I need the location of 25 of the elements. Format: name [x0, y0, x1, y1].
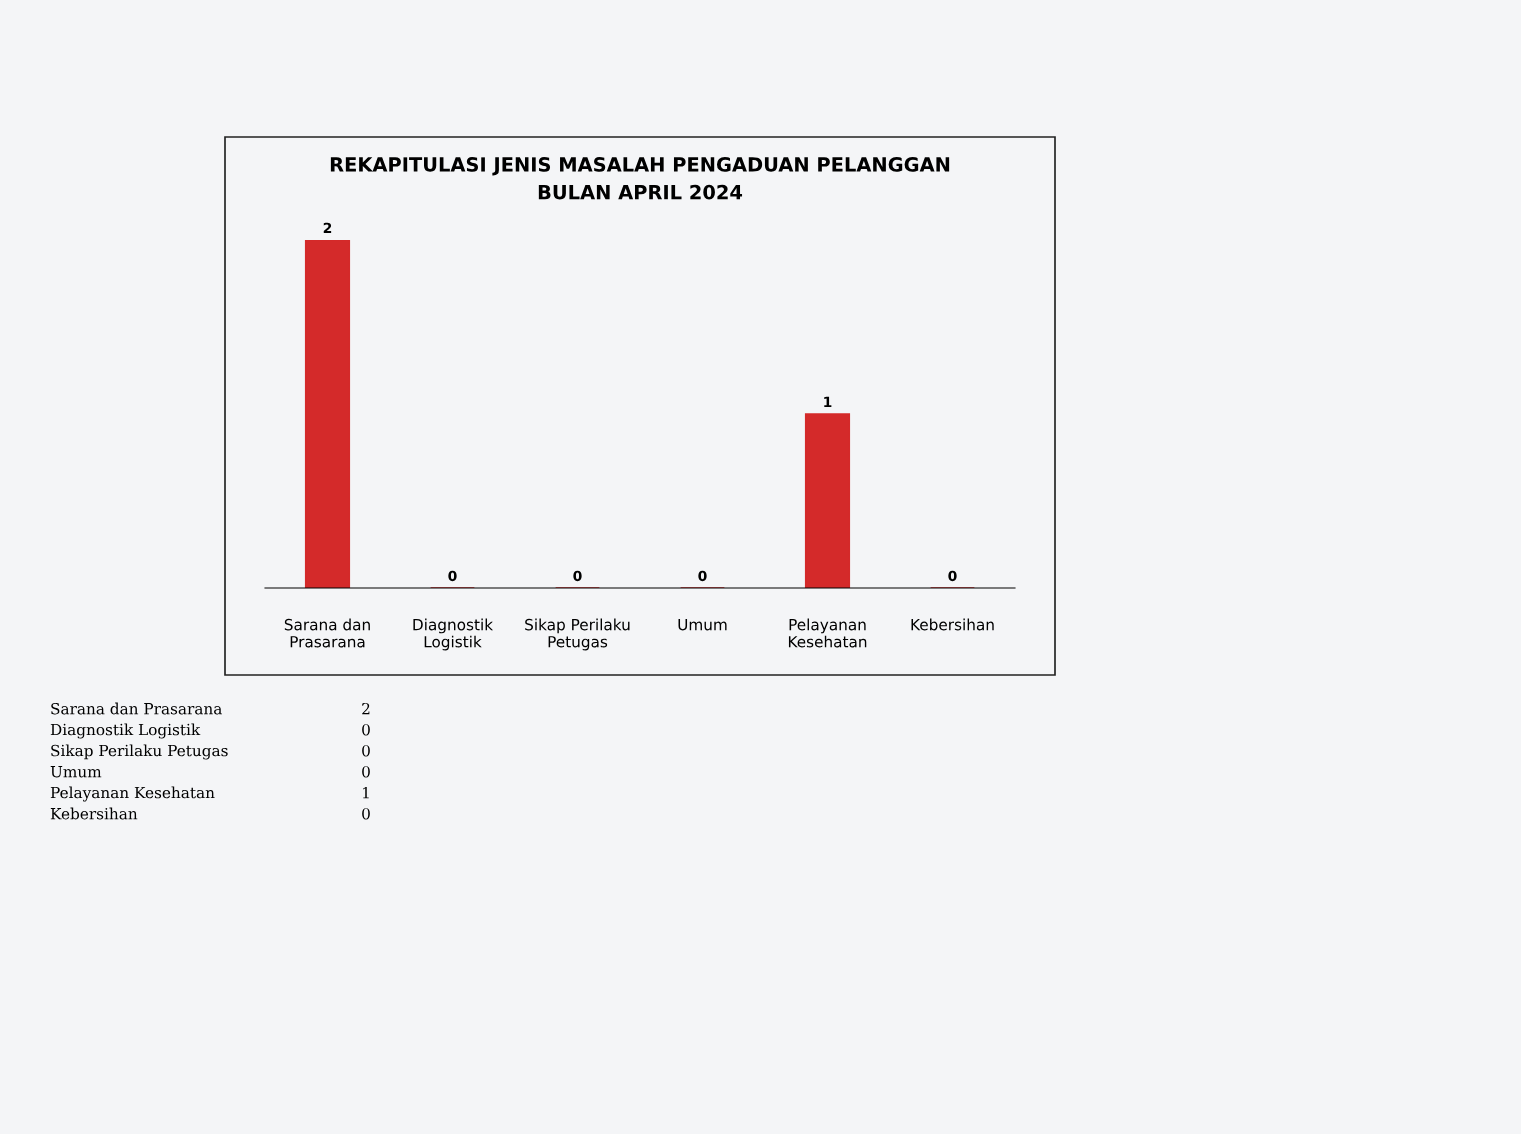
category-label: Umum	[50, 766, 102, 778]
data-label: 1	[824, 396, 832, 407]
x-tick-label: Kebersihan	[911, 618, 994, 631]
category-label: Kebersihan	[50, 807, 138, 820]
x-tick-label: Diagnostik Logistik	[413, 618, 494, 651]
chart-title: REKAPITULASI JENIS MASALAH PENGADUAN PELANGGAN BULAN APRIL 2024	[330, 157, 950, 200]
text: 0	[362, 765, 370, 778]
x-tick-label: Sikap Perilaku Petugas	[525, 618, 630, 651]
data-label: 0	[448, 570, 457, 582]
category-label: Pelayanan Kesehatan	[50, 786, 215, 802]
data-label: 0	[698, 570, 707, 582]
data-label: 0	[573, 570, 582, 582]
x-tick-label: Pelayanan Kesehatan	[788, 618, 867, 648]
category-label: Sarana dan Prasarana	[51, 702, 222, 715]
text: 0	[362, 807, 370, 820]
category-label: Diagnostik Logistik	[50, 723, 201, 739]
data-label: 2	[323, 222, 332, 233]
text: 0	[362, 744, 370, 757]
text: 2	[362, 702, 370, 715]
text: 0	[362, 723, 370, 736]
category-label: Sikap Perilaku Petugas	[51, 744, 228, 760]
text: 1	[363, 786, 369, 799]
x-tick-label: Sarana dan Prasarana	[284, 618, 370, 648]
data-label: 0	[948, 570, 957, 582]
x-tick-label: Umum	[678, 619, 727, 631]
